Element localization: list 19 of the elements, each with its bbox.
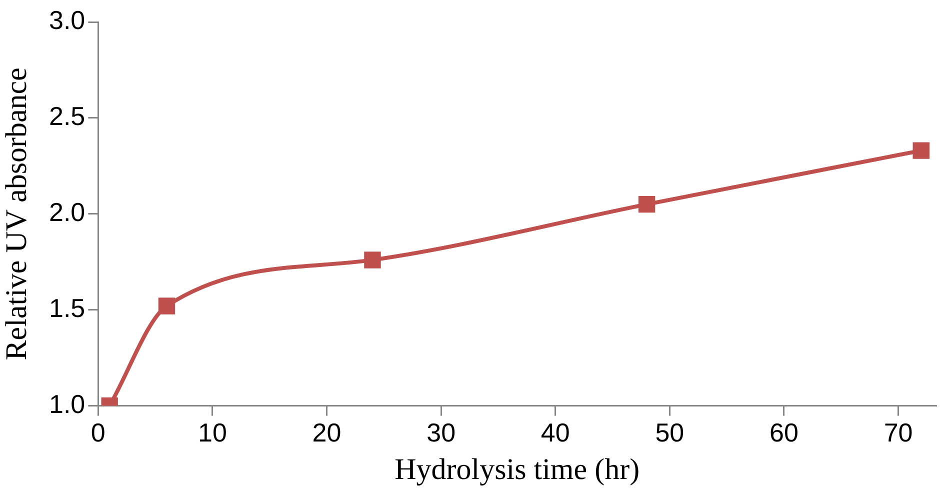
point <box>912 142 930 159</box>
x-tick-label: 0 <box>90 418 106 448</box>
x-axis-title: Hydrolysis time (hr) <box>394 452 640 486</box>
x-tick-label: 40 <box>540 418 570 448</box>
y-axis-title: Relative UV absorbance <box>0 68 33 360</box>
x-tick-label: 60 <box>770 418 798 448</box>
point <box>638 196 656 213</box>
point <box>158 298 176 314</box>
x-tick-label: 10 <box>198 418 227 448</box>
x-tick-label: 70 <box>884 418 913 448</box>
y-tick-label: 1.0 <box>48 388 86 419</box>
y-tick-label: 2.0 <box>48 197 86 228</box>
x-tick-label: 30 <box>426 418 456 448</box>
x-tick-label: 20 <box>312 418 342 448</box>
y-tick-label: 3.0 <box>48 5 86 36</box>
y-tick-label: 1.5 <box>48 293 86 324</box>
x-tick-label: 50 <box>655 418 684 448</box>
y-tick-label: 2.5 <box>48 101 86 132</box>
point <box>364 252 381 268</box>
